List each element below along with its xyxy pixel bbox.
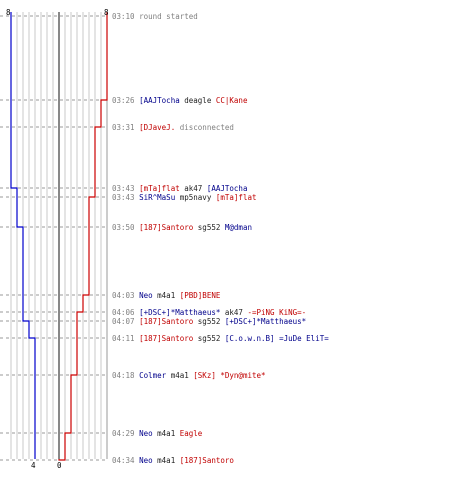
- event-text: m4a1: [152, 429, 180, 438]
- event-text: [SKz]: [193, 371, 216, 380]
- event-row: 03:43 SiR^MaSu mp5navy [mTa]flat: [112, 193, 257, 202]
- blue-end-count: 4: [31, 461, 36, 470]
- event-text: [DJaveJ.: [139, 123, 176, 132]
- event-row: 03:10 round started: [112, 12, 198, 21]
- event-time: 04:07: [112, 317, 135, 326]
- event-time: 03:26: [112, 96, 135, 105]
- red-team-line: [58, 12, 108, 461]
- event-text: [187]Santoro: [139, 334, 194, 343]
- event-row: 04:11 [187]Santoro sg552 [C.o.w.n.B] =Ju…: [112, 334, 329, 343]
- event-text: sg552: [193, 334, 225, 343]
- blue-team-line: [10, 12, 36, 459]
- event-text: Neo: [139, 429, 153, 438]
- event-text: m4a1: [152, 291, 180, 300]
- event-text: [mTa]flat: [139, 184, 180, 193]
- event-text: [187]Santoro: [139, 317, 194, 326]
- event-text: [AAJTocha: [139, 96, 180, 105]
- event-text: -=PiNG KiNG=-: [247, 308, 307, 317]
- event-text: ak47: [179, 184, 207, 193]
- event-text: CC|Kane: [215, 96, 248, 105]
- event-time: 04:34: [112, 456, 135, 465]
- event-text: Neo: [139, 291, 153, 300]
- event-row: 03:31 [DJaveJ. disconnected: [112, 123, 234, 132]
- event-time: 03:50: [112, 223, 135, 232]
- event-text: [C.o.w.n.B] =JuDe EliT=: [224, 334, 329, 343]
- red-start-count: 8: [104, 8, 109, 17]
- event-text: sg552: [193, 317, 225, 326]
- event-row: 04:18 Colmer m4a1 [SKz] *Dyn@mite*: [112, 371, 266, 380]
- event-text: m4a1: [166, 371, 194, 380]
- event-row: 04:29 Neo m4a1 Eagle: [112, 429, 202, 438]
- event-text: [187]Santoro: [179, 456, 234, 465]
- event-text: M@dman: [224, 223, 252, 232]
- event-row: 04:34 Neo m4a1 [187]Santoro: [112, 456, 234, 465]
- event-row: 03:50 [187]Santoro sg552 M@dman: [112, 223, 252, 232]
- event-text: disconnected: [175, 123, 234, 132]
- event-text: round started: [139, 12, 198, 21]
- event-text: m4a1: [152, 456, 180, 465]
- blue-start-count: 8: [6, 8, 11, 17]
- event-row: 04:03 Neo m4a1 [PBD]BENE: [112, 291, 220, 300]
- event-time: 03:43: [112, 184, 135, 193]
- event-text: Colmer: [139, 371, 167, 380]
- event-text: [mTa]flat: [215, 193, 257, 202]
- event-text: [187]Santoro: [139, 223, 194, 232]
- event-row: 04:07 [187]Santoro sg552 [+DSC+]*Matthae…: [112, 317, 306, 326]
- event-time: 04:03: [112, 291, 135, 300]
- event-text: Eagle: [179, 429, 203, 438]
- event-text: [PBD]BENE: [179, 291, 221, 300]
- event-text: sg552: [193, 223, 225, 232]
- event-text: *Dyn@mite*: [220, 371, 266, 380]
- event-time: 03:31: [112, 123, 135, 132]
- event-row: 03:26 [AAJTocha deagle CC|Kane: [112, 96, 247, 105]
- event-row: 03:43 [mTa]flat ak47 [AAJTocha: [112, 184, 247, 193]
- event-text: Neo: [139, 456, 153, 465]
- event-time: 03:10: [112, 12, 135, 21]
- event-text: ak47: [220, 308, 248, 317]
- event-text: [AAJTocha: [206, 184, 248, 193]
- event-time: 03:43: [112, 193, 135, 202]
- event-text: [+DSC+]*Matthaeus*: [224, 317, 307, 326]
- red-end-count: 0: [57, 461, 62, 470]
- event-row: 04:06 [+DSC+]*Matthaeus* ak47 -=PiNG KiN…: [112, 308, 306, 317]
- event-time: 04:11: [112, 334, 135, 343]
- event-text: SiR^MaSu: [139, 193, 176, 202]
- event-text: deagle: [179, 96, 216, 105]
- event-time: 04:29: [112, 429, 135, 438]
- event-text: mp5navy: [175, 193, 216, 202]
- event-time: 04:18: [112, 371, 135, 380]
- event-time: 04:06: [112, 308, 135, 317]
- event-text: [+DSC+]*Matthaeus*: [139, 308, 221, 317]
